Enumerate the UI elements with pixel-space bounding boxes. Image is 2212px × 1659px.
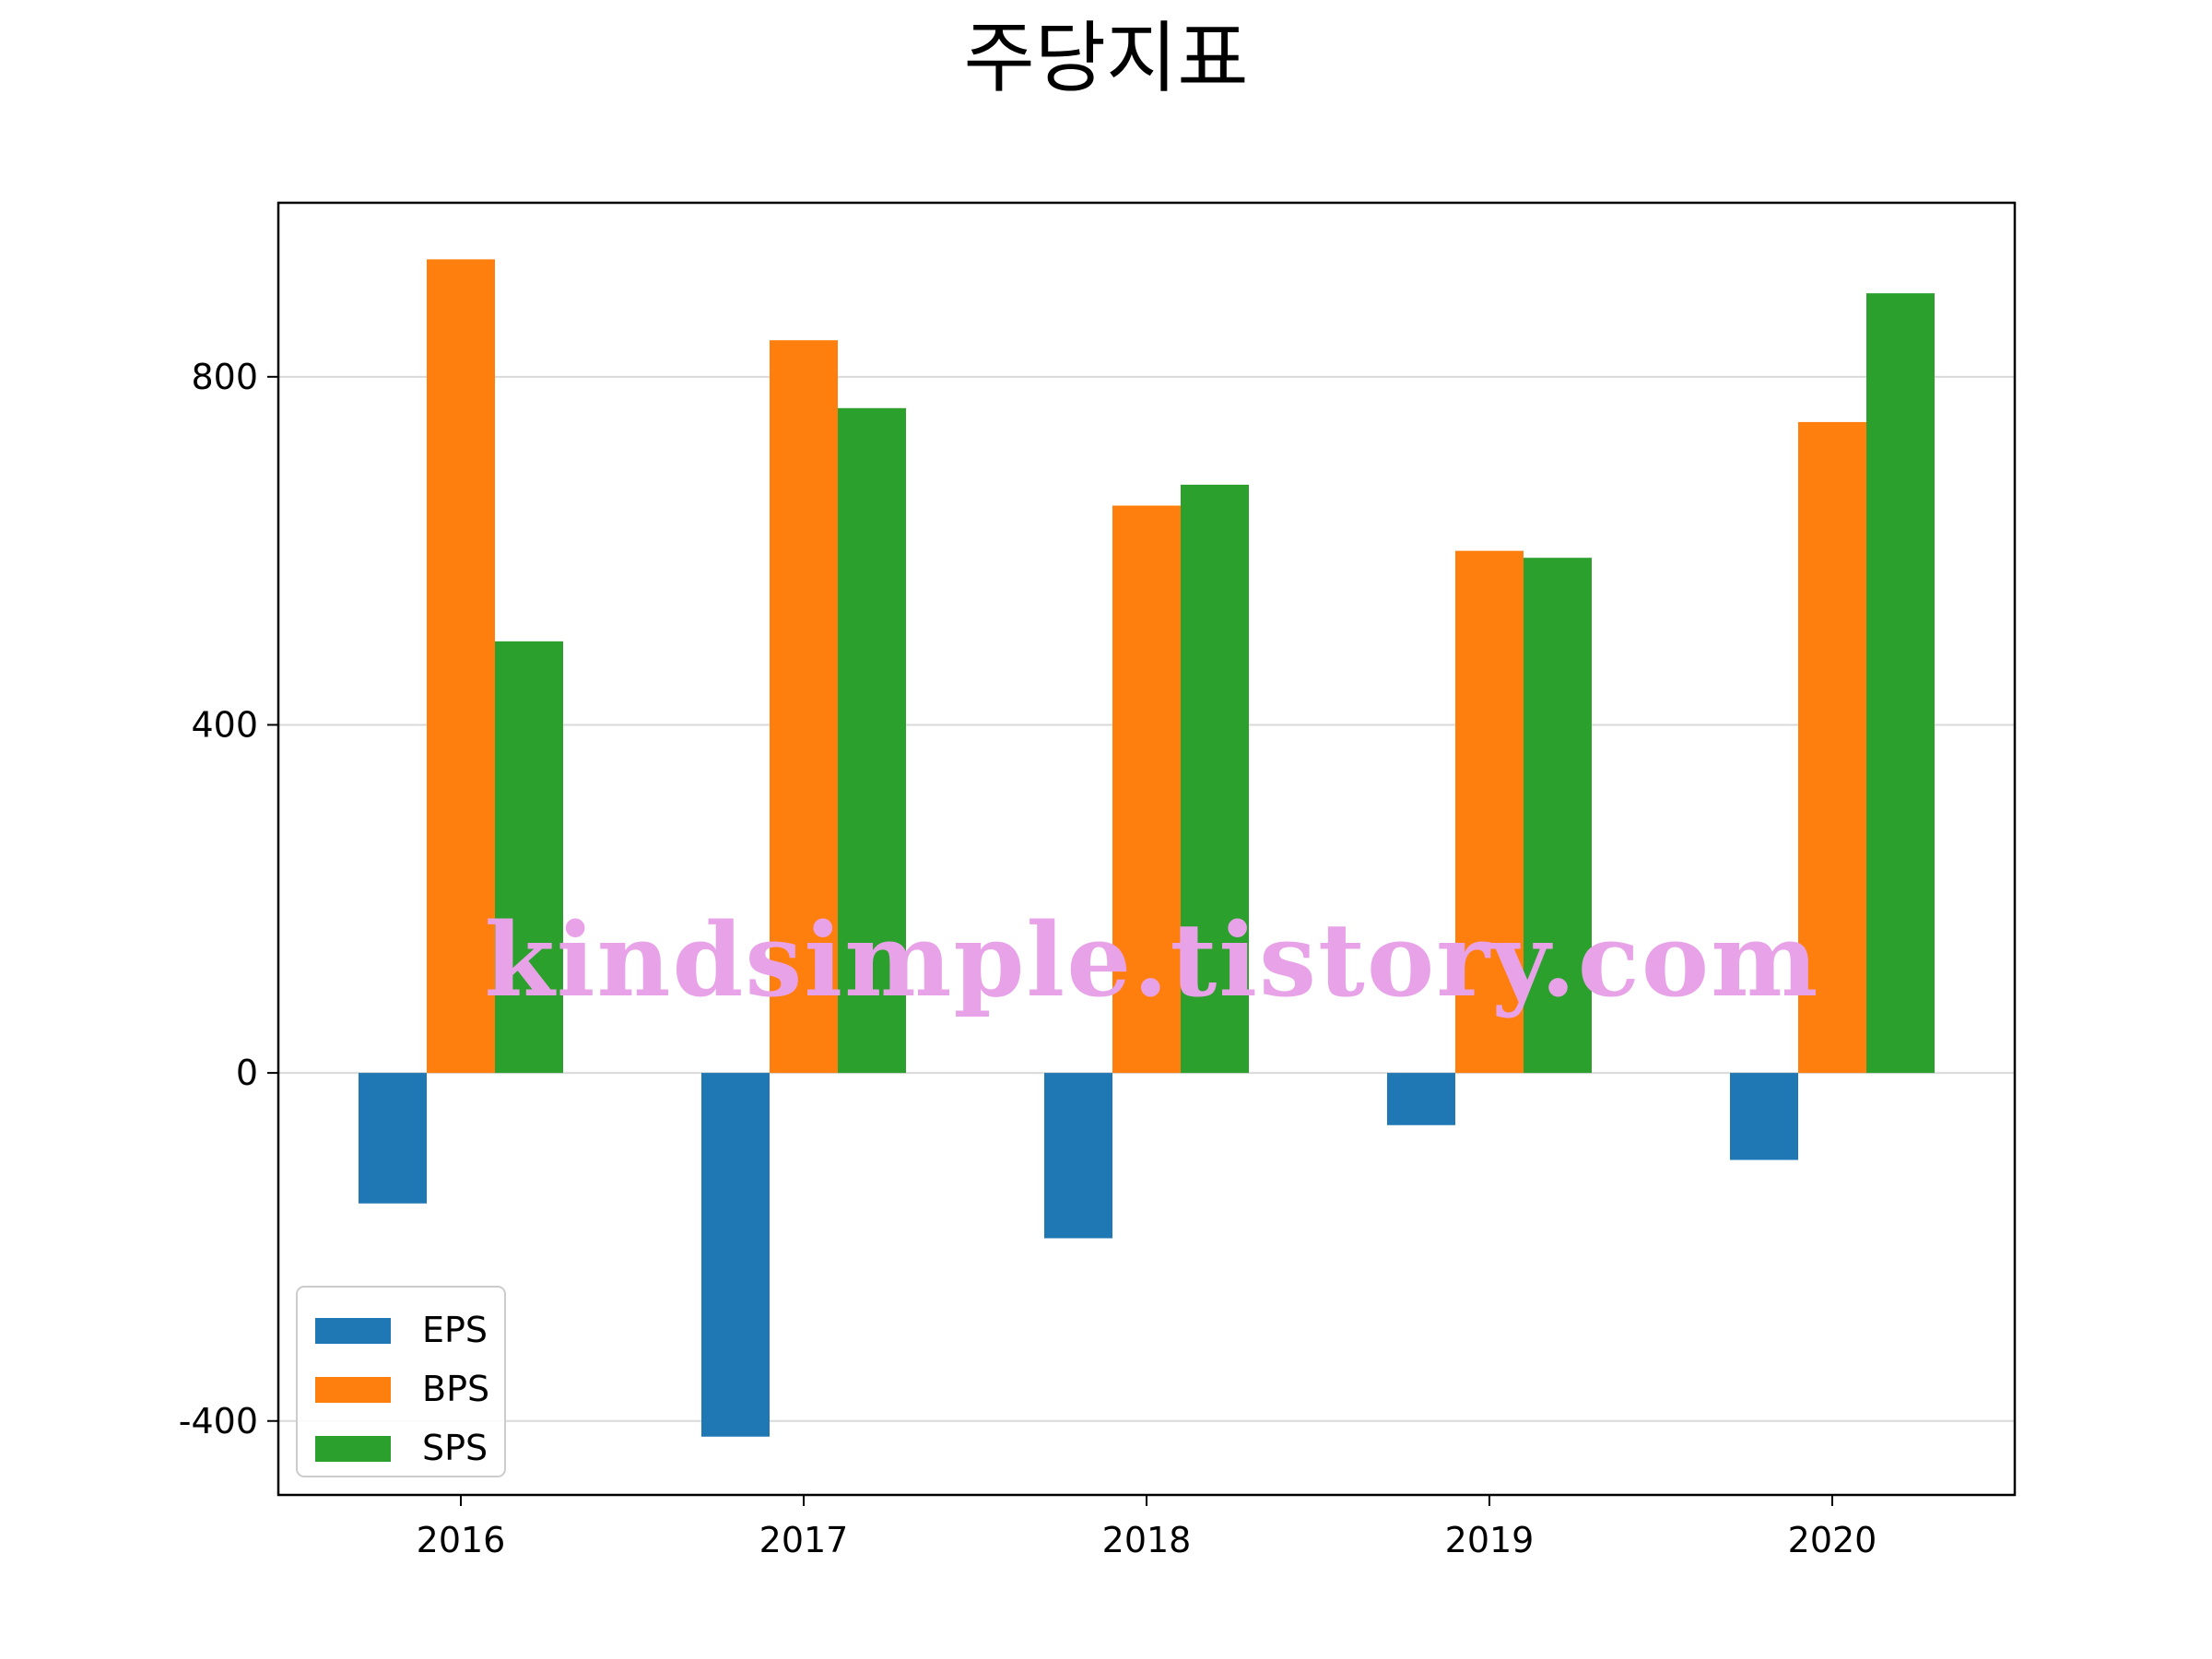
bar-sps-2020 xyxy=(1866,293,1935,1074)
y-tick-label: -400 xyxy=(179,1401,258,1441)
bar-sps-2018 xyxy=(1181,484,1249,1074)
legend-label-bps: BPS xyxy=(422,1369,489,1409)
bar-eps-2018 xyxy=(1044,1073,1112,1239)
x-tick-label: 2020 xyxy=(1788,1520,1877,1560)
axes: -400 0 400 800 2016 2017 2018 2019 2020 xyxy=(179,201,2017,1560)
legend-swatch-sps xyxy=(315,1436,391,1462)
bar-eps-2019 xyxy=(1387,1073,1455,1125)
legend: EPS BPS SPS xyxy=(296,1286,506,1477)
bar-eps-2016 xyxy=(359,1073,427,1204)
bar-sps-2019 xyxy=(1524,558,1592,1074)
bar-bps-2016 xyxy=(427,259,495,1074)
bar-eps-2020 xyxy=(1730,1073,1798,1160)
y-tick-label: 400 xyxy=(191,704,258,745)
bar-sps-2017 xyxy=(838,407,906,1074)
legend-label-eps: EPS xyxy=(422,1310,488,1350)
bar-sps-2016 xyxy=(495,641,563,1074)
legend-swatch-eps xyxy=(315,1318,391,1344)
y-tick-label: 800 xyxy=(191,357,258,397)
bar-bps-2019 xyxy=(1455,550,1524,1074)
x-tick-label: 2017 xyxy=(759,1520,849,1560)
plot-frame xyxy=(276,201,2017,1497)
x-tick-label: 2018 xyxy=(1102,1520,1192,1560)
bar-bps-2017 xyxy=(770,340,838,1074)
bar-bps-2020 xyxy=(1798,421,1866,1074)
watermark-text: kindsimple.tistory.com xyxy=(485,900,1820,1019)
chart-title: 주당지표 xyxy=(963,13,1248,103)
bars xyxy=(359,259,1935,1437)
bar-bps-2018 xyxy=(1112,505,1181,1074)
x-tick-label: 2016 xyxy=(417,1520,506,1560)
y-tick-label: 0 xyxy=(236,1053,258,1093)
x-tick-label: 2019 xyxy=(1445,1520,1535,1560)
legend-swatch-bps xyxy=(315,1377,391,1403)
bar-eps-2017 xyxy=(701,1073,770,1437)
legend-label-sps: SPS xyxy=(422,1428,488,1468)
